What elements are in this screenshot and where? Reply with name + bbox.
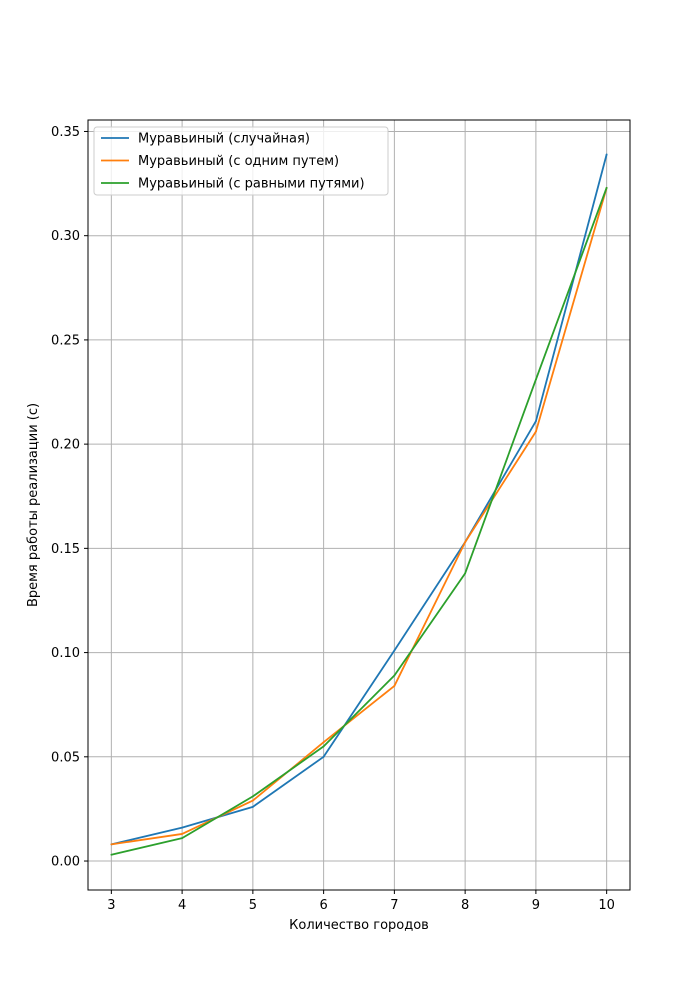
data-point <box>251 795 254 798</box>
plot-frame <box>87 119 631 891</box>
y-tick-label: 0.35 <box>51 125 80 140</box>
y-tick-label: 0.10 <box>51 646 80 661</box>
x-tick-label: 10 <box>598 898 615 913</box>
y-axis-ticks: 0.00 0.05 0.10 0.15 0.20 0.25 0.30 0.35 <box>51 125 88 870</box>
data-point <box>534 420 537 423</box>
series-line-1 <box>111 154 608 846</box>
legend-label: Муравьиный (с одним путем) <box>138 154 339 169</box>
y-tick-label: 0.15 <box>51 542 80 557</box>
data-point <box>605 153 608 156</box>
data-point <box>251 805 254 808</box>
x-tick-label: 9 <box>532 898 540 913</box>
grid-lines <box>88 120 630 890</box>
data-point <box>464 572 467 575</box>
data-point <box>534 430 537 433</box>
data-point <box>322 755 325 758</box>
data-point <box>534 378 537 381</box>
legend: Муравьиный (случайная) Муравьиный (с одни… <box>93 126 389 196</box>
data-point <box>181 837 184 839</box>
data-point <box>393 685 396 687</box>
x-tick-label: 8 <box>461 898 469 913</box>
y-tick-label: 0.20 <box>51 438 80 453</box>
data-point <box>464 541 467 544</box>
y-tick-label: 0.00 <box>51 855 80 870</box>
data-point <box>322 741 325 744</box>
data-point <box>605 186 608 189</box>
legend-label: Муравьиный (с равными путями) <box>138 177 365 192</box>
data-point <box>181 826 184 829</box>
x-tick-label: 4 <box>178 898 186 913</box>
data-point <box>322 745 325 748</box>
data-point <box>251 799 254 802</box>
y-tick-label: 0.30 <box>51 229 80 244</box>
y-tick-label: 0.25 <box>51 333 80 348</box>
legend-label: Муравьиный (случайная) <box>138 132 310 147</box>
series-line-3 <box>111 187 608 856</box>
x-axis-label: Количество городов <box>289 918 429 933</box>
data-point <box>393 649 396 652</box>
x-tick-label: 3 <box>107 898 115 913</box>
data-point <box>181 833 184 835</box>
series-line-2 <box>111 187 608 846</box>
x-axis-ticks: 3 4 5 6 7 8 9 10 <box>107 890 615 913</box>
data-point <box>393 674 396 677</box>
legend-box <box>93 126 389 196</box>
y-tick-label: 0.05 <box>51 750 80 765</box>
series-layer <box>110 153 608 856</box>
x-tick-label: 7 <box>390 898 398 913</box>
x-tick-label: 6 <box>319 898 327 913</box>
y-axis-label: Время работы реализации (с) <box>26 403 41 607</box>
data-point <box>110 843 113 846</box>
data-point <box>110 853 113 856</box>
x-tick-label: 5 <box>249 898 257 913</box>
